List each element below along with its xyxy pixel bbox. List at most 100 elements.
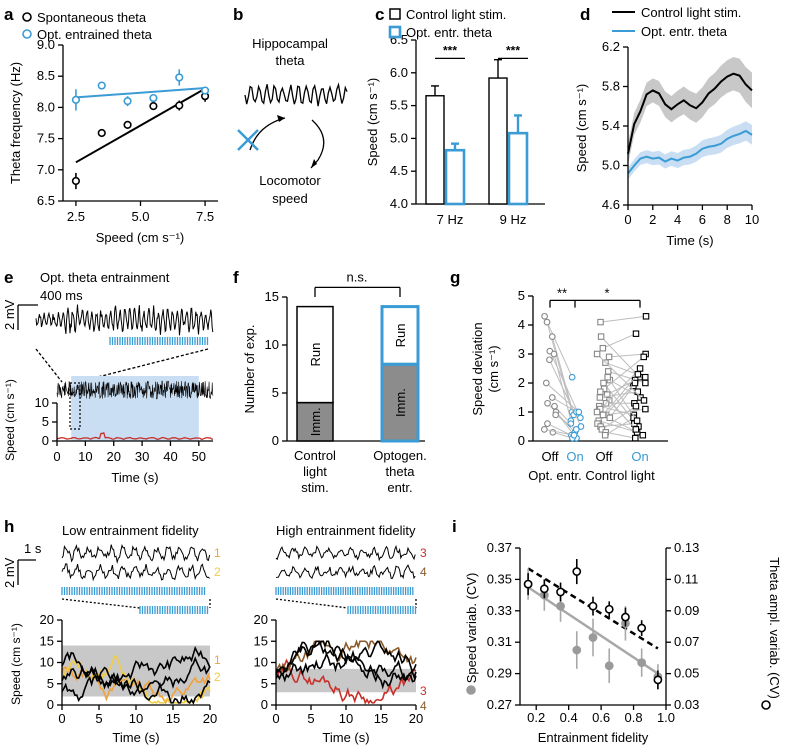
g-y-tick-label: 4 <box>518 317 525 332</box>
i-theta-point <box>572 567 582 576</box>
f-category-label: theta <box>386 464 416 479</box>
c-legend-label: Opt. entr. theta <box>406 25 493 40</box>
g-on-point <box>570 431 578 439</box>
a-point <box>175 101 184 110</box>
g-on-point <box>572 426 580 433</box>
d-x-tick-label: 2 <box>649 212 656 227</box>
c-y-tick-label: 5.0 <box>390 130 408 145</box>
hl-y-tick-label: 15 <box>40 633 54 648</box>
g-pair-line <box>544 316 573 378</box>
panel-label-b: b <box>233 5 243 24</box>
g-pair-line <box>552 431 573 439</box>
f-bar-run <box>296 305 334 404</box>
d-x-tick-label: 10 <box>745 212 759 227</box>
a-y-tick-label: 7.0 <box>37 162 55 177</box>
h-title: High entrainment fidelity <box>276 523 416 538</box>
c-bar <box>444 148 466 206</box>
b-title: theta <box>276 53 306 68</box>
d-x-tick-label: 8 <box>724 212 731 227</box>
hl-y-tick-label: 5 <box>47 676 54 691</box>
f-y-tick-label: 10 <box>265 337 279 352</box>
h-scale-volt: 2 mV <box>2 557 17 588</box>
hr-speed-trace <box>275 639 417 675</box>
a-x-tick-label: 7.5 <box>196 209 214 224</box>
h-lfp-trace-1 <box>61 543 211 564</box>
i-speed-point <box>556 601 565 611</box>
d-band <box>628 56 752 165</box>
g-pair-line <box>599 391 637 430</box>
g-significance: * <box>604 285 609 300</box>
g-on-point <box>642 373 649 381</box>
h-lfp-trace-4 <box>275 564 416 580</box>
panel-label-h: h <box>4 517 14 536</box>
e-y-label: Speed (cm s⁻¹) <box>3 379 17 461</box>
g-on-point <box>642 405 649 413</box>
g-pair-line <box>604 417 634 436</box>
a-fit-line-1 <box>75 87 206 99</box>
c-significance: *** <box>443 43 457 57</box>
a-y-tick-label: 6.5 <box>37 193 55 208</box>
g-pair-line <box>544 428 575 436</box>
f-imm-label: Imm. <box>308 407 323 436</box>
b-bottom-label: Locomotor <box>259 173 321 188</box>
g-off-point <box>546 356 553 364</box>
g-y-tick-label: 2 <box>518 375 525 390</box>
b-block-cross <box>237 129 259 151</box>
f-y-tick-label: 0 <box>272 433 279 448</box>
g-on-point <box>642 379 649 387</box>
g-pair-line <box>555 414 577 430</box>
b-bottom-label: speed <box>272 191 307 206</box>
g-on-point <box>632 434 639 442</box>
c-significance: *** <box>506 43 520 57</box>
g-on-point <box>636 365 644 372</box>
i-y-tick-label-left: 0.27 <box>487 697 512 712</box>
g-pair-line <box>608 370 646 384</box>
g-on-point <box>632 330 640 337</box>
d-legend-label: Opt. entr. theta <box>641 24 728 39</box>
i-theta-legend-dot <box>761 700 771 710</box>
i-y-tick-label-right: 0.13 <box>674 540 699 555</box>
g-off-point <box>540 426 548 433</box>
d-series-line <box>627 129 753 175</box>
i-y-label-left: Speed variab. (CV) <box>464 573 479 684</box>
hl-speed-trace <box>61 656 211 703</box>
c-y-tick-label: 5.5 <box>390 98 408 113</box>
i-y-label-right: Theta ampl. variab. (CV) <box>767 557 782 699</box>
hl-speed-trace <box>61 651 211 705</box>
g-y-tick-label: 3 <box>518 346 525 361</box>
a-point <box>123 120 132 129</box>
hl-y-tick-label: 10 <box>40 655 54 670</box>
g-category-label: Off <box>595 449 612 464</box>
i-y-tick-label-right: 0.11 <box>674 571 698 586</box>
c-category-label: 9 Hz <box>500 212 527 227</box>
e-lfp-trace <box>35 304 214 336</box>
d-y-tick-label: 4.6 <box>602 197 620 212</box>
i-speed-point <box>637 658 647 668</box>
e-x-tick-label: 20 <box>106 449 120 464</box>
e-x-tick-label: 50 <box>192 449 206 464</box>
a-point <box>97 81 106 90</box>
hr-x-tick-label: 0 <box>272 711 279 726</box>
c-y-label: Speed (cm s⁻¹) <box>365 78 380 167</box>
g-category-label: On <box>631 449 648 464</box>
g-on-point <box>577 414 584 422</box>
g-pair-line <box>599 368 641 410</box>
f-category-label: Control <box>294 448 336 463</box>
g-pair-line <box>545 382 580 413</box>
c-legend-swatch <box>389 8 401 20</box>
a-y-tick-label: 8.0 <box>37 99 55 114</box>
g-off-point <box>551 402 558 410</box>
a-legend-label: Opt. entrained theta <box>37 27 153 42</box>
a-x-label: Speed (cm s⁻¹) <box>96 230 185 245</box>
d-series-line <box>627 72 753 154</box>
g-y-label: (cm s⁻¹) <box>486 345 501 392</box>
g-on-point <box>577 423 585 430</box>
panel-label-a: a <box>4 5 14 24</box>
g-y-tick-label: 5 <box>518 288 525 303</box>
e-zoom-box <box>69 382 81 430</box>
g-pair-line <box>547 423 572 436</box>
g-off-point <box>544 420 551 427</box>
h-y-label: Speed (cm s⁻¹) <box>9 623 23 705</box>
hl-y-tick-label: 0 <box>47 697 54 712</box>
f-category-label: entr. <box>387 480 412 495</box>
